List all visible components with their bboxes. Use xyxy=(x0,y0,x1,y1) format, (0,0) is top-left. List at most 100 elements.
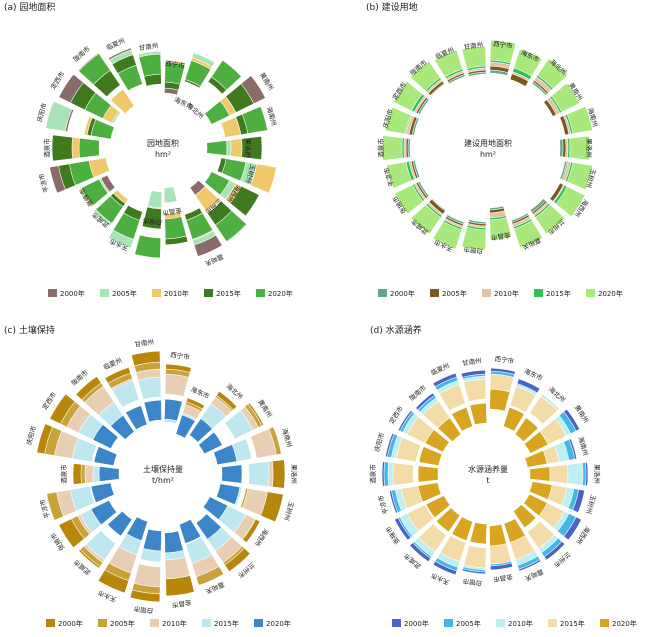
bar-segment xyxy=(424,429,450,453)
bar-segment xyxy=(163,186,178,204)
bar-segment xyxy=(126,516,149,542)
bar-segment xyxy=(437,417,462,443)
bar-segment xyxy=(469,521,488,545)
bar-segment xyxy=(381,135,403,161)
legend-swatch xyxy=(378,289,387,297)
bar-segment xyxy=(461,45,487,70)
panel-title: (d) 水源涵养 xyxy=(370,324,422,336)
bar-segment xyxy=(164,373,190,398)
bar-segment xyxy=(439,535,467,562)
bar-segment xyxy=(555,186,586,218)
bar-segment xyxy=(513,220,543,249)
bar-segment xyxy=(90,118,115,140)
category-label: 酒泉市 xyxy=(368,464,377,484)
panel-1: (a) 园地面积园地面积hm²西宁市海东市海北州黄南州海南州果洛州玉树州海西州兰… xyxy=(4,1,293,298)
bar-segment xyxy=(438,384,466,412)
bar-segment xyxy=(84,92,112,120)
bar-segment xyxy=(529,395,558,425)
bar-segment xyxy=(141,206,162,230)
bar-segment xyxy=(164,61,186,85)
category-label: 白银市 xyxy=(142,216,163,228)
bar-segment xyxy=(229,185,260,217)
center-unit: t xyxy=(486,476,489,485)
category-label: 天水市 xyxy=(96,588,118,604)
category-label: 金昌市 xyxy=(161,206,182,218)
bar-segment xyxy=(143,399,162,423)
bar-segment xyxy=(110,414,135,441)
legend-swatch xyxy=(202,619,211,627)
legend: 2000年 2005年 2010年 2015年 2020年 xyxy=(46,619,291,628)
bar-segment xyxy=(164,216,187,240)
bar-segment xyxy=(95,195,124,224)
category-label: 酒泉市 xyxy=(42,138,51,158)
legend-swatch xyxy=(46,619,55,627)
legend-label: 2005年 xyxy=(456,619,481,628)
bar-segment xyxy=(418,446,443,466)
bar-segment xyxy=(164,398,183,422)
legend-label: 2005年 xyxy=(112,289,137,298)
center-unit: t/hm² xyxy=(152,476,174,485)
bar-segment xyxy=(185,212,214,240)
legend-swatch xyxy=(48,289,57,297)
bar-segment xyxy=(241,488,268,517)
bar-segment xyxy=(248,461,270,487)
center-label: 建设用地面积 xyxy=(464,138,512,148)
bar-segment xyxy=(175,414,196,439)
bar-segment xyxy=(125,405,148,430)
bar-segment xyxy=(503,518,526,543)
bar-segment xyxy=(528,481,553,500)
bar-segment xyxy=(107,510,133,537)
legend-swatch xyxy=(98,619,107,627)
legend-swatch xyxy=(586,289,595,297)
bar-segment xyxy=(534,204,566,235)
category-label: 金昌市 xyxy=(171,598,192,610)
category-label: 嘉峪关 xyxy=(203,252,225,268)
bar-segment xyxy=(461,226,487,251)
bar-segment xyxy=(463,378,487,402)
legend-label: 2000年 xyxy=(60,289,85,298)
panel-2: (b) 建设用地建设用地面积hm²西宁市海东市海北州黄南州海南州果洛州玉树州海西… xyxy=(366,1,623,298)
bar-segment xyxy=(569,135,591,161)
bar-segment xyxy=(409,60,441,92)
bar-segment xyxy=(241,105,268,134)
legend-label: 2015年 xyxy=(216,289,241,298)
legend-swatch xyxy=(548,619,557,627)
panel-title: (b) 建设用地 xyxy=(366,1,418,13)
category-label: 庆阳市 xyxy=(35,101,49,123)
bar-segment xyxy=(394,184,424,215)
bar-segment xyxy=(489,217,513,241)
bar-segment xyxy=(202,496,229,521)
bar-segment xyxy=(529,466,551,482)
bar-segment xyxy=(215,483,241,506)
bar-segment xyxy=(112,212,141,240)
bar-segment xyxy=(566,105,593,134)
category-label: 酒泉市 xyxy=(59,464,68,484)
bar-segment xyxy=(395,437,422,463)
bar-segment xyxy=(410,204,442,235)
category-label: 庆阳市 xyxy=(372,431,386,453)
legend-label: 2000年 xyxy=(58,619,83,628)
legend-swatch xyxy=(392,619,401,627)
legend-label: 2015年 xyxy=(214,619,239,628)
center-unit: hm² xyxy=(155,150,171,159)
bar-segment xyxy=(210,59,242,91)
bar-segment xyxy=(206,140,228,156)
legend-swatch xyxy=(150,619,159,627)
legend-label: 2020年 xyxy=(266,619,291,628)
category-label: 甘南州 xyxy=(462,356,483,368)
legend-label: 2015年 xyxy=(560,619,585,628)
bar-segment xyxy=(93,446,118,466)
category-label: 玉树州 xyxy=(584,494,598,515)
bar-segment xyxy=(489,39,517,64)
bar-segment xyxy=(92,423,119,449)
category-label: 甘南州 xyxy=(463,40,484,52)
legend-label: 2010年 xyxy=(162,619,187,628)
bar-segment xyxy=(512,503,537,529)
bar-segment xyxy=(185,536,213,564)
center-label: 土壤保持量 xyxy=(143,464,183,474)
bar-segment xyxy=(386,161,413,189)
bar-segment xyxy=(451,406,474,432)
bar-segment xyxy=(425,495,451,519)
category-label: 果洛州 xyxy=(290,464,299,484)
